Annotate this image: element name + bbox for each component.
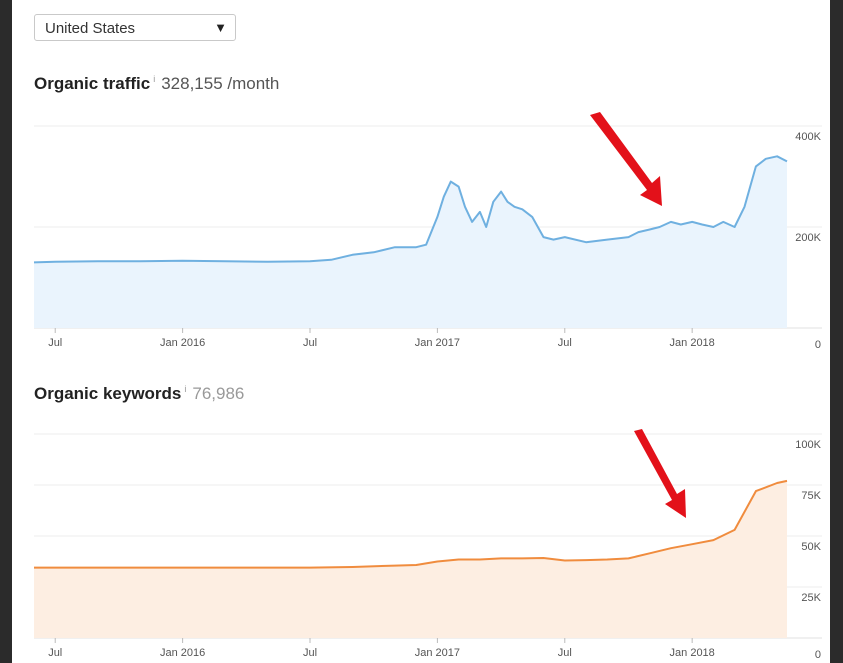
left-frame — [0, 0, 12, 663]
keywords-chart-line — [34, 479, 788, 569]
right-frame — [830, 0, 843, 663]
keywords-chart-y-tick-label: 50K — [801, 541, 821, 553]
keywords-chart-x-tick-label: Jul — [48, 647, 62, 659]
keywords-chart-y-tick-label: 25K — [801, 592, 821, 604]
keywords-title-row: Organic keywords i 76,986 — [34, 384, 244, 404]
keywords-chart-x-tick-label: Jul — [303, 647, 317, 659]
traffic-chart-y-tick-label: 0 — [815, 339, 821, 351]
country-select-value: United States — [45, 20, 136, 37]
keywords-chart-x-tick-label: Jan 2018 — [670, 647, 715, 659]
traffic-chart-y-tick-label: 400K — [795, 131, 821, 143]
keywords-chart-y-tick-label: 0 — [815, 649, 821, 661]
traffic-chart-area — [34, 156, 787, 328]
keywords-title: Organic keywords — [34, 384, 182, 403]
keywords-chart-y-tick-label: 75K — [801, 490, 821, 502]
info-icon[interactable]: i — [184, 384, 187, 394]
traffic-chart-line — [33, 155, 788, 264]
traffic-chart-x-tick-label: Jul — [48, 337, 62, 349]
keywords-chart-x-tick-label: Jul — [558, 647, 572, 659]
info-icon[interactable]: i — [153, 74, 156, 84]
traffic-chart-x-tick-label: Jan 2018 — [670, 337, 715, 349]
traffic-chart-x-tick-label: Jul — [558, 337, 572, 349]
traffic-value: 328,155 /month — [161, 74, 280, 93]
country-select[interactable]: United States ▼ — [34, 14, 236, 41]
traffic-title: Organic traffic — [34, 74, 151, 93]
traffic-chart-y-tick-label: 200K — [795, 232, 821, 244]
traffic-chart-x-tick-label: Jul — [303, 337, 317, 349]
chevron-down-icon: ▼ — [214, 20, 227, 35]
traffic-chart-x-tick-label: Jan 2017 — [415, 337, 460, 349]
keywords-chart-area — [34, 480, 787, 638]
keywords-value: 76,986 — [192, 384, 245, 403]
traffic-title-row: Organic traffic i 328,155 /month — [34, 74, 279, 94]
keywords-chart-y-tick-label: 100K — [795, 439, 821, 451]
keywords-chart-x-tick-label: Jan 2016 — [160, 647, 205, 659]
traffic-chart-x-tick-label: Jan 2016 — [160, 337, 205, 349]
keywords-chart-x-tick-label: Jan 2017 — [415, 647, 460, 659]
